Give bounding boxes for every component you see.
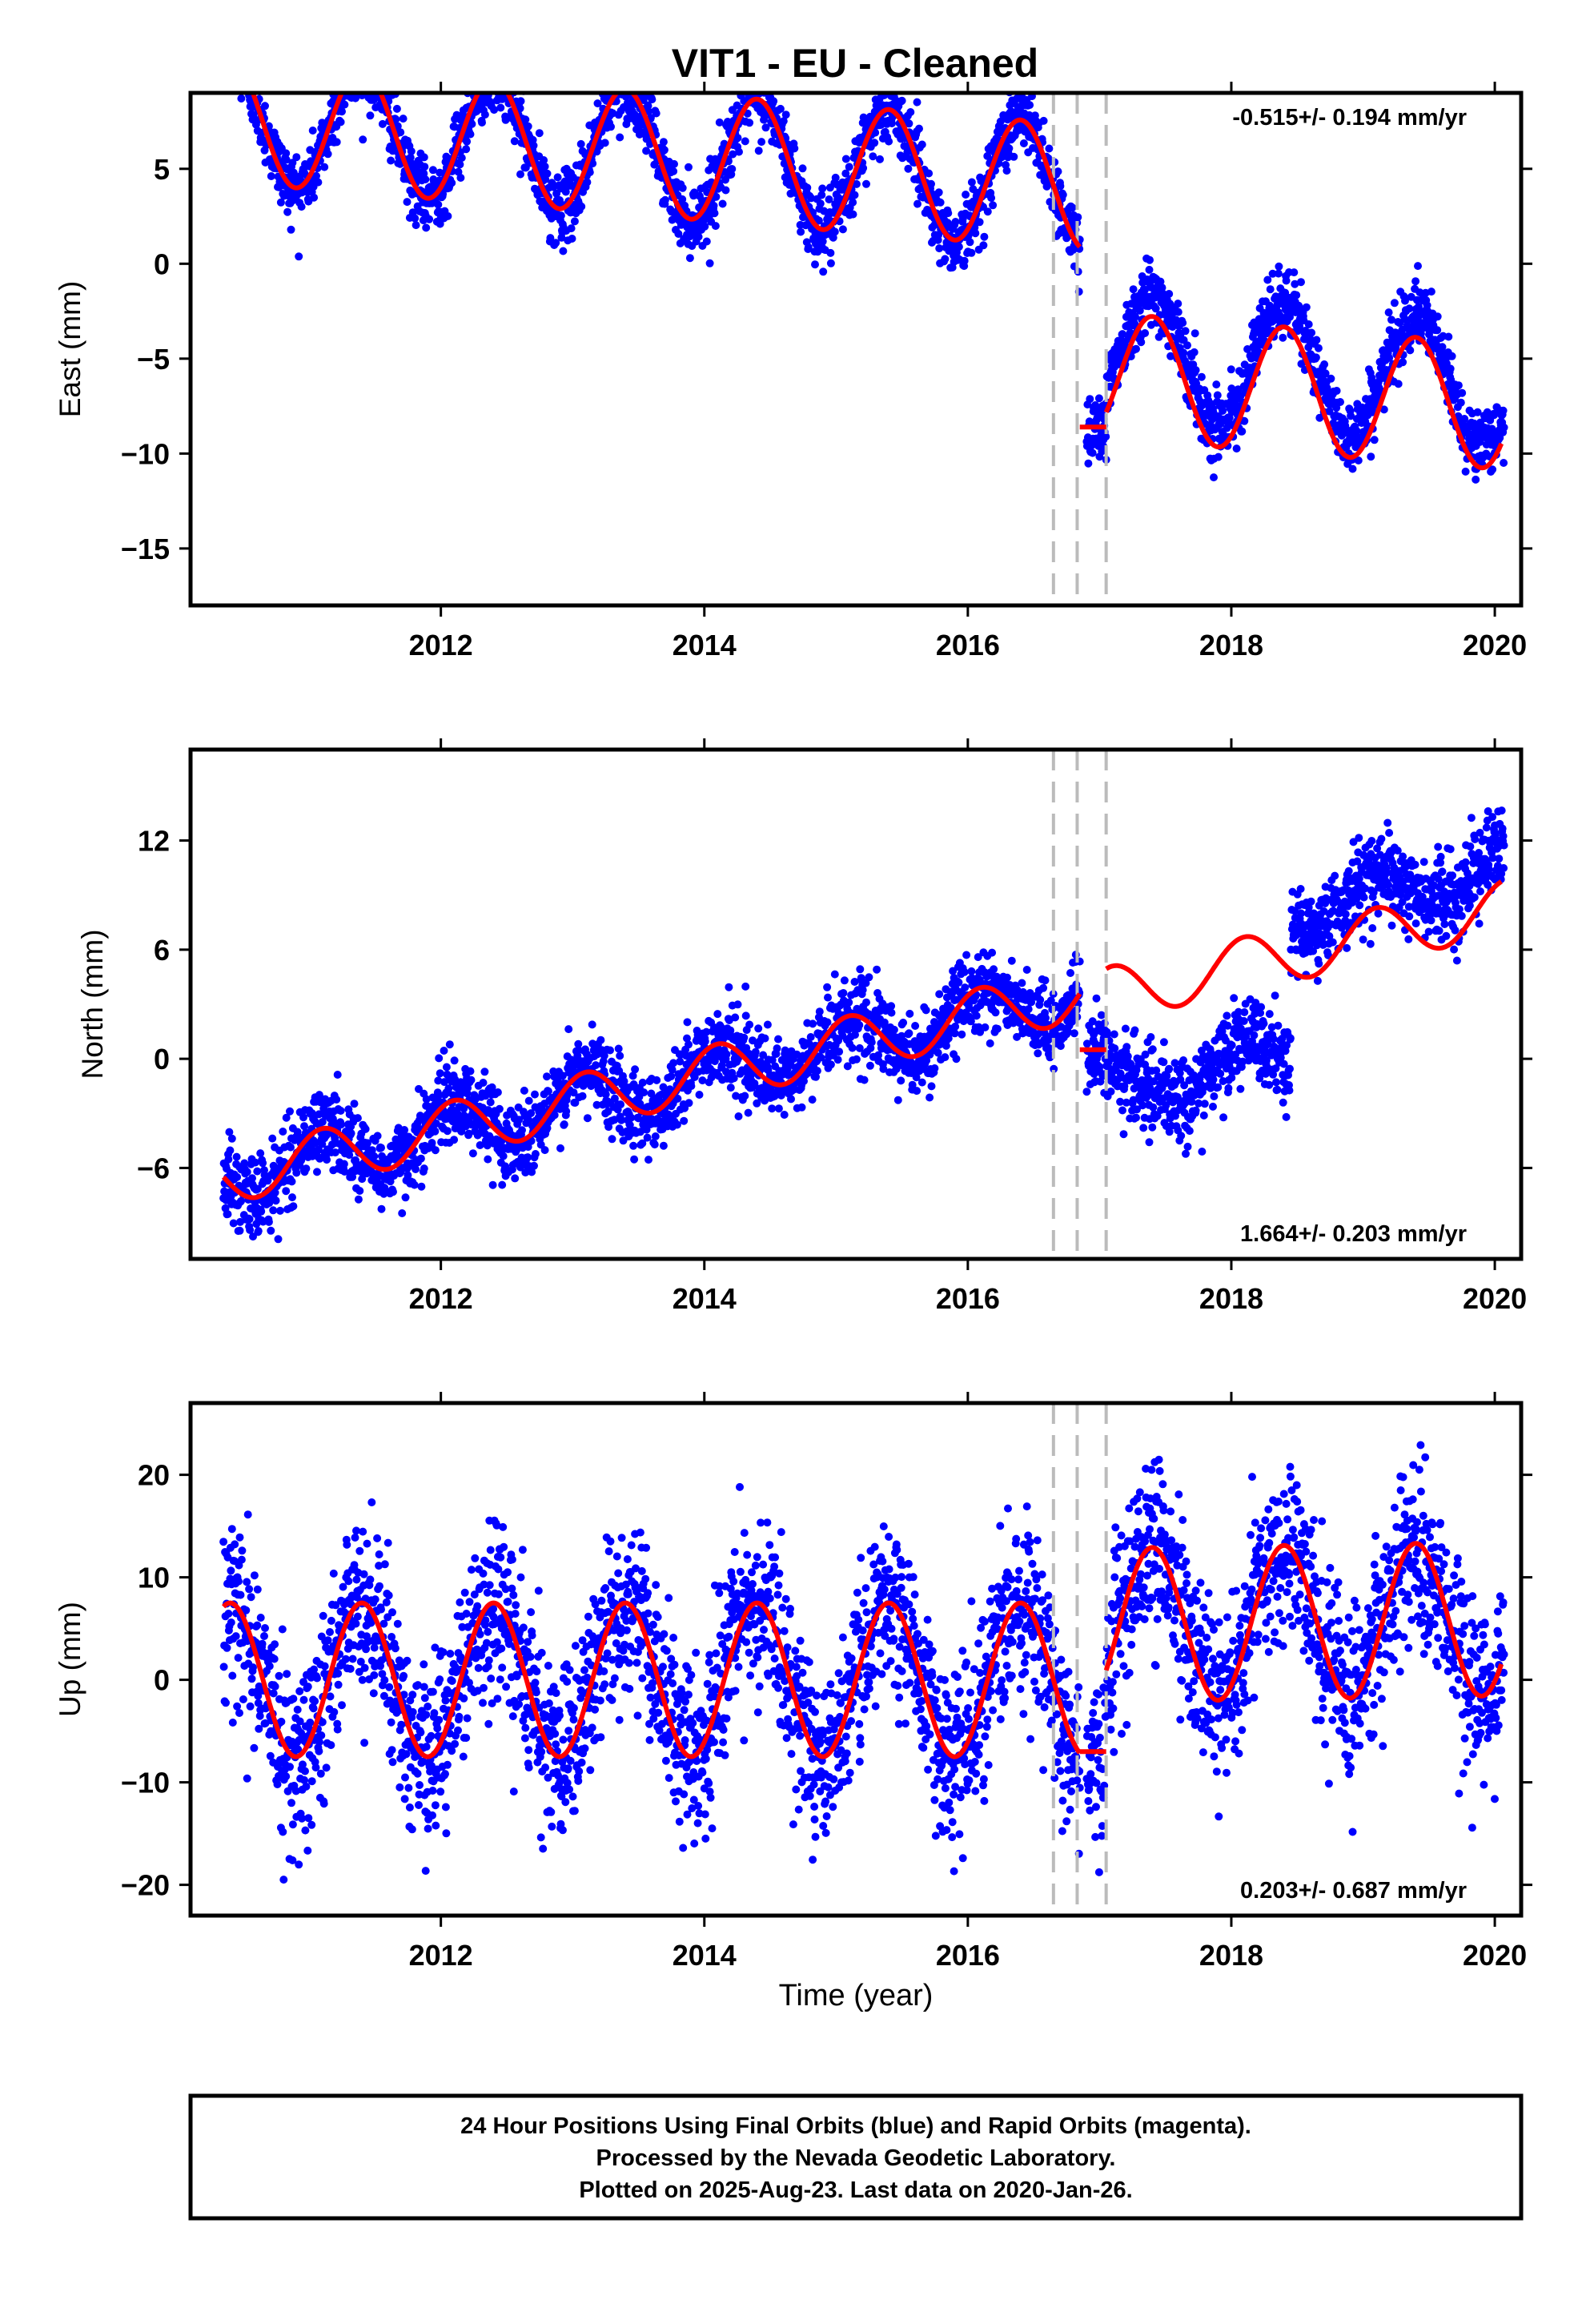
y-tick-label: 0 [154,1043,170,1076]
x-tick-label: 2014 [673,1282,737,1315]
plot-frame [188,747,1524,1261]
y-tick-label: 0 [154,247,170,280]
data-point-cloud [219,1441,1508,1884]
y-tick-label: −15 [121,533,170,565]
velocity-annotation: 1.664+/- 0.203 mm/yr [1240,1221,1467,1247]
x-tick-label: 2012 [409,1282,473,1315]
y-tick-label: 5 [154,153,170,186]
x-tick-label: 2020 [1463,1282,1527,1315]
x-tick-label: 2016 [936,1939,1000,1972]
y-tick-label: 6 [154,934,170,967]
x-tick-label: 2018 [1199,1282,1263,1315]
east-panel: 2012 2014 2016 2018 2020 5 0 −5 −10 −15 East (mm) -… [54,82,1532,661]
model-curve [1105,879,1503,1009]
x-tick-label: 2016 [936,1282,1000,1315]
x-tick-label: 2020 [1463,629,1527,661]
data-points [234,93,1508,484]
model-curve [250,93,1082,249]
x-axis-label: Time (year) [779,1979,934,2012]
footer-line-2: Processed by the Nevada Geodetic Laborat… [596,2145,1116,2171]
data-points [219,806,1508,1244]
y-axis-label: East (mm) [54,281,86,418]
north-panel: 2012 2014 2016 2018 2020 12 6 0 −6 North (mm) 1.66… [76,738,1532,1315]
y-tick-label: −6 [137,1152,170,1184]
velocity-annotation: 0.203+/- 0.687 mm/yr [1240,1878,1467,1904]
plot-frame [188,90,1524,608]
model-curve [221,1600,1082,1759]
y-tick-label: 12 [138,825,170,858]
figure-title: VIT1 - EU - Cleaned [672,41,1038,86]
y-tick-label: 20 [138,1459,170,1492]
data-point-cloud [234,93,1508,484]
y-axis-label: Up (mm) [54,1602,86,1717]
data-points [219,1441,1508,1884]
x-tick-label: 2012 [409,1939,473,1972]
x-tick-label: 2018 [1199,1939,1263,1972]
velocity-annotation: -0.515+/- 0.194 mm/yr [1232,105,1467,131]
x-tick-label: 2018 [1199,629,1263,661]
x-tick-label: 2012 [409,629,473,661]
data-point-cloud [219,806,1508,1244]
footer-frame [188,2093,1524,2221]
plot-frame [188,1401,1524,1918]
y-tick-label: 10 [138,1562,170,1594]
x-tick-label: 2014 [673,629,737,661]
x-tick-label: 2016 [936,629,1000,661]
y-tick-label: −5 [137,343,170,376]
y-tick-label: 0 [154,1664,170,1697]
x-tick-label: 2014 [673,1939,737,1972]
footer-line-1: 24 Hour Positions Using Final Orbits (bl… [460,2113,1251,2139]
y-axis-label: North (mm) [76,929,109,1079]
y-tick-label: −10 [121,1767,170,1799]
footer-line-3: Plotted on 2025-Aug-23. Last data on 202… [579,2177,1132,2203]
model-curve-group [250,93,1504,471]
model-curve [1103,1541,1504,1703]
model-curve [221,984,1082,1200]
model-curve-group [221,879,1503,1200]
x-tick-label: 2020 [1463,1939,1527,1972]
y-tick-label: −20 [121,1869,170,1902]
y-tick-label: −10 [121,437,170,470]
model-curve-group [221,1541,1504,1759]
footer-box: 24 Hour Positions Using Final Orbits (bl… [188,2093,1524,2221]
model-curve [1103,314,1504,471]
